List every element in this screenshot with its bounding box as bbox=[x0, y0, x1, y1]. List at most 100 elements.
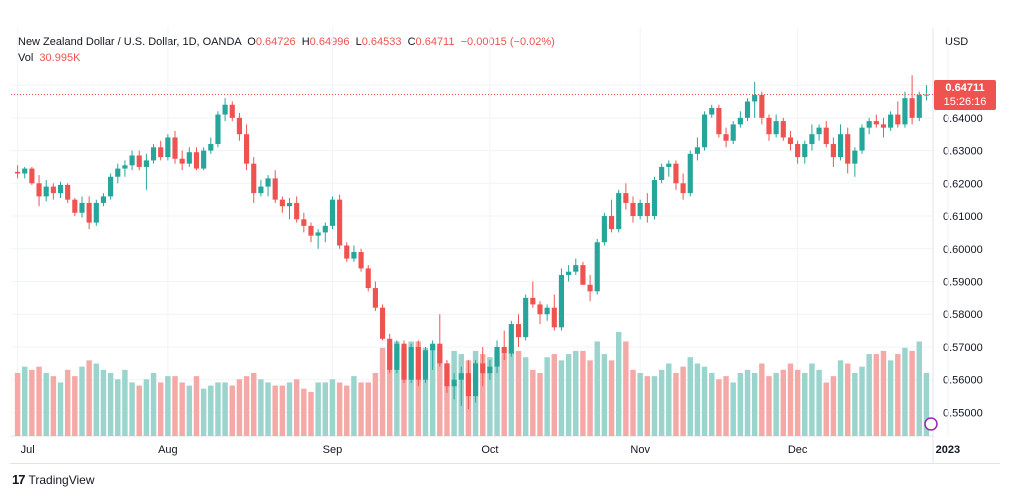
volume-bar bbox=[315, 382, 321, 436]
x-tick-label: Nov bbox=[630, 444, 650, 456]
volume-bar bbox=[157, 382, 164, 436]
candle-body bbox=[337, 199, 343, 246]
volume-legend: Vol 30.995K bbox=[18, 52, 80, 64]
candle-body bbox=[523, 297, 529, 338]
y-tick-label: 0.55000 bbox=[943, 407, 983, 419]
volume-bar bbox=[809, 363, 815, 436]
volume-bar bbox=[215, 382, 221, 436]
candle-body bbox=[308, 225, 314, 236]
candle-body bbox=[673, 163, 679, 184]
candle-body bbox=[158, 147, 164, 158]
candle-body bbox=[115, 168, 121, 177]
candle-body bbox=[444, 363, 450, 387]
close-label: C bbox=[407, 36, 416, 48]
bar-countdown: 15:26:16 bbox=[943, 96, 987, 108]
last-price-tag: 0.64711 15:26:16 bbox=[934, 80, 996, 110]
candle-body bbox=[558, 274, 565, 328]
y-tick-label: 0.62000 bbox=[943, 178, 983, 190]
volume-bar bbox=[895, 354, 901, 436]
candle-body bbox=[465, 373, 471, 397]
candle-body bbox=[837, 134, 844, 158]
volume-bar bbox=[437, 347, 443, 436]
candle-body bbox=[744, 101, 751, 118]
candle-body bbox=[379, 307, 386, 339]
volume-bar bbox=[100, 369, 107, 436]
volume-bar bbox=[208, 385, 214, 436]
candle-body bbox=[852, 150, 858, 164]
candle-body bbox=[215, 114, 221, 145]
volume-bar bbox=[837, 360, 844, 436]
candle-body bbox=[344, 245, 350, 259]
candle-body bbox=[773, 121, 779, 135]
volume-bar bbox=[386, 344, 393, 436]
tradingview-icon: 17 bbox=[12, 472, 26, 487]
candle-body bbox=[709, 108, 715, 115]
candle-body bbox=[236, 117, 242, 135]
volume-bar bbox=[587, 360, 593, 436]
volume-bar bbox=[401, 347, 407, 436]
candle-body bbox=[394, 343, 400, 370]
volume-bar bbox=[694, 363, 701, 436]
x-tick-label: Oct bbox=[481, 444, 498, 456]
volume-bar bbox=[923, 372, 930, 436]
candle-body bbox=[766, 117, 772, 135]
volume-bar bbox=[759, 363, 765, 436]
volume-bar bbox=[444, 363, 450, 436]
candle-body bbox=[702, 114, 708, 148]
y-tick-label: 0.56000 bbox=[943, 375, 983, 387]
volume-bar bbox=[601, 354, 608, 436]
x-tick-label: 2023 bbox=[936, 444, 960, 456]
volume-bar bbox=[565, 354, 572, 436]
candle-body bbox=[616, 193, 622, 230]
volume-bar bbox=[709, 372, 715, 436]
y-tick-label: 0.58000 bbox=[943, 309, 983, 321]
candle-body bbox=[100, 196, 107, 203]
volume-bar bbox=[794, 369, 801, 436]
candle-body bbox=[322, 225, 328, 233]
volume-bar bbox=[115, 379, 121, 436]
candle-body bbox=[759, 94, 765, 118]
candle-body bbox=[36, 183, 42, 197]
volume-bar bbox=[802, 372, 808, 436]
volume-bar bbox=[515, 350, 522, 436]
volume-bar bbox=[530, 369, 536, 436]
volume-bar bbox=[751, 372, 758, 436]
candle-body bbox=[666, 163, 672, 167]
volume-bar bbox=[537, 372, 543, 436]
candle-body bbox=[186, 152, 192, 164]
candle-body bbox=[515, 324, 522, 338]
candle-body bbox=[487, 366, 493, 374]
candle-body bbox=[279, 199, 285, 207]
candle-body bbox=[888, 114, 894, 128]
volume-bar bbox=[716, 379, 722, 436]
candle-body bbox=[716, 108, 722, 135]
brand-name: TradingView bbox=[28, 472, 95, 487]
volume-bar bbox=[308, 391, 314, 436]
volume-bar bbox=[293, 379, 300, 436]
volume-bar bbox=[816, 369, 822, 436]
candle-body bbox=[651, 180, 658, 217]
volume-bar bbox=[494, 350, 500, 436]
chart-legend: New Zealand Dollar / U.S. Dollar, 1D, OA… bbox=[18, 36, 555, 48]
volume-bar bbox=[422, 347, 429, 436]
candle-body bbox=[79, 202, 85, 213]
volume-bar bbox=[200, 388, 207, 436]
volume-bar bbox=[272, 385, 278, 436]
y-tick-label: 0.64000 bbox=[943, 113, 983, 125]
volume-bar bbox=[72, 376, 78, 436]
volume-bar bbox=[766, 376, 772, 436]
tradingview-logo[interactable]: 17 TradingView bbox=[12, 472, 95, 487]
x-tick-label: Jul bbox=[21, 444, 35, 456]
volume-bar bbox=[258, 379, 264, 436]
volume-bar bbox=[594, 341, 600, 436]
currency-label[interactable]: USD bbox=[945, 36, 969, 48]
candle-body bbox=[458, 373, 464, 380]
candle-body bbox=[129, 155, 135, 166]
volume-bar bbox=[122, 369, 128, 436]
candle-body bbox=[372, 288, 378, 308]
candle-body bbox=[866, 121, 872, 128]
volume-bar bbox=[480, 354, 486, 436]
volume-bar bbox=[43, 372, 49, 436]
candle-body bbox=[208, 144, 214, 151]
